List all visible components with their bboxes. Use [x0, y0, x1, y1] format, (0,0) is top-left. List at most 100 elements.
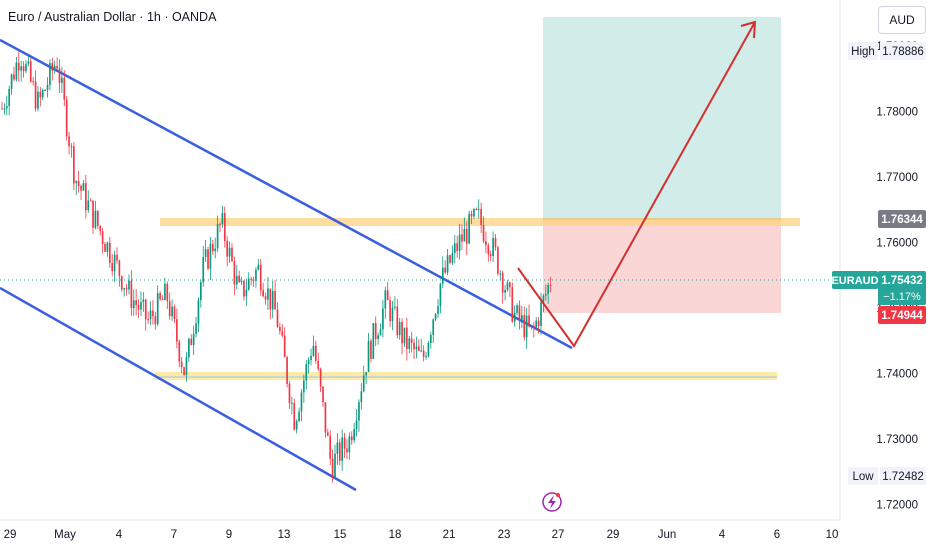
candle-body: [401, 322, 403, 344]
candle-body: [293, 402, 296, 430]
candle-body: [473, 208, 475, 217]
candle-body: [10, 74, 13, 89]
candle-body: [365, 372, 367, 376]
candle-body: [245, 289, 248, 297]
candle-body: [120, 276, 123, 290]
candle-body: [80, 185, 82, 191]
candle-body: [406, 327, 408, 349]
candle-body: [540, 302, 542, 327]
candle-body: [200, 282, 202, 301]
time-axis[interactable]: 29 May 4 7 9 13 15 18 21 23 27 29 Jun 4 6 10: [4, 529, 839, 541]
candle-body: [549, 284, 552, 286]
candle-body: [485, 241, 487, 246]
low-marker: Low 1.72482: [848, 467, 926, 485]
candle-body: [211, 243, 214, 252]
candle-body: [5, 106, 8, 109]
candle-body: [89, 200, 92, 202]
projection-arrowhead: [740, 20, 757, 39]
candle-body: [341, 437, 344, 461]
support-zone[interactable]: [155, 372, 777, 380]
channel-lower-line[interactable]: [0, 286, 357, 492]
candle-body: [453, 243, 456, 254]
candle-body: [77, 181, 80, 186]
candle-body: [396, 306, 399, 336]
candle-body: [408, 338, 411, 349]
candle-body: [312, 345, 315, 356]
candle-body: [140, 302, 142, 310]
high-marker: High 1.78886: [848, 42, 926, 60]
candle-body: [94, 210, 97, 228]
target-zone[interactable]: [543, 17, 781, 219]
resistance-zone[interactable]: [160, 218, 800, 226]
candle-body: [195, 323, 197, 335]
candle-body: [463, 229, 466, 242]
candle-body: [101, 231, 104, 244]
candle-body: [154, 316, 157, 325]
candle-body: [305, 364, 308, 381]
candle-body: [82, 183, 85, 191]
time-tick-label: 23: [498, 529, 511, 541]
candle-body: [161, 298, 164, 300]
candle-body: [298, 411, 300, 421]
channel-upper-line[interactable]: [0, 38, 573, 350]
candle-body: [389, 300, 391, 322]
candle-body: [403, 327, 406, 344]
candle-body: [34, 81, 37, 109]
candle-body: [353, 429, 355, 441]
candle-body: [475, 208, 478, 210]
candle-body: [152, 310, 154, 317]
currency-selector[interactable]: AUD: [878, 6, 926, 34]
candle-body: [128, 280, 130, 290]
lightning-icon[interactable]: [542, 492, 562, 512]
candle-body: [413, 342, 415, 350]
candle-body: [499, 273, 502, 275]
candle-body: [180, 361, 183, 368]
candle-body: [75, 181, 78, 184]
price-tick-label: 1.74000: [876, 369, 918, 381]
candle-body: [27, 61, 30, 64]
candle-body: [314, 345, 317, 361]
candle-body: [207, 249, 209, 269]
candle-body: [461, 234, 463, 242]
candle-body: [338, 442, 341, 461]
candle-body: [233, 261, 236, 285]
price-tick-label: 1.77000: [876, 172, 918, 184]
candle-body: [288, 383, 291, 404]
stop-zone[interactable]: [543, 219, 781, 313]
time-tick-label: 9: [226, 529, 232, 541]
candle-body: [216, 223, 219, 249]
candle-body: [228, 247, 231, 257]
candle-body: [118, 260, 121, 277]
candle-body: [324, 402, 327, 433]
candle-body: [209, 243, 212, 269]
candle-body: [384, 290, 387, 309]
projection-path[interactable]: [517, 21, 756, 348]
time-tick-label: 4: [116, 529, 123, 541]
candle-body: [168, 301, 171, 317]
candle-body: [497, 247, 499, 274]
candle-body: [267, 288, 269, 300]
candle-body: [449, 255, 451, 263]
candle-body: [156, 293, 159, 325]
candle-body: [46, 85, 49, 90]
candle-body: [159, 293, 161, 299]
candle-body: [506, 282, 509, 290]
svg-text:−1.17%: −1.17%: [883, 291, 921, 303]
candle-body: [544, 293, 547, 296]
candle-body: [164, 283, 166, 300]
candle-body: [8, 88, 11, 107]
candle-body: [13, 74, 15, 80]
candle-body: [29, 61, 32, 82]
candle-body: [276, 309, 279, 328]
candle-body: [418, 346, 420, 351]
candlestick-series: [1, 51, 552, 483]
candle-body: [511, 287, 514, 322]
candle-body: [382, 308, 384, 330]
svg-text:1.75432: 1.75432: [881, 275, 923, 287]
price-tick-label: 1.78000: [876, 107, 918, 119]
candle-body: [367, 340, 370, 373]
candle-body: [63, 77, 66, 100]
candle-body: [336, 442, 339, 454]
stop-price-label: 1.74944: [878, 306, 926, 324]
